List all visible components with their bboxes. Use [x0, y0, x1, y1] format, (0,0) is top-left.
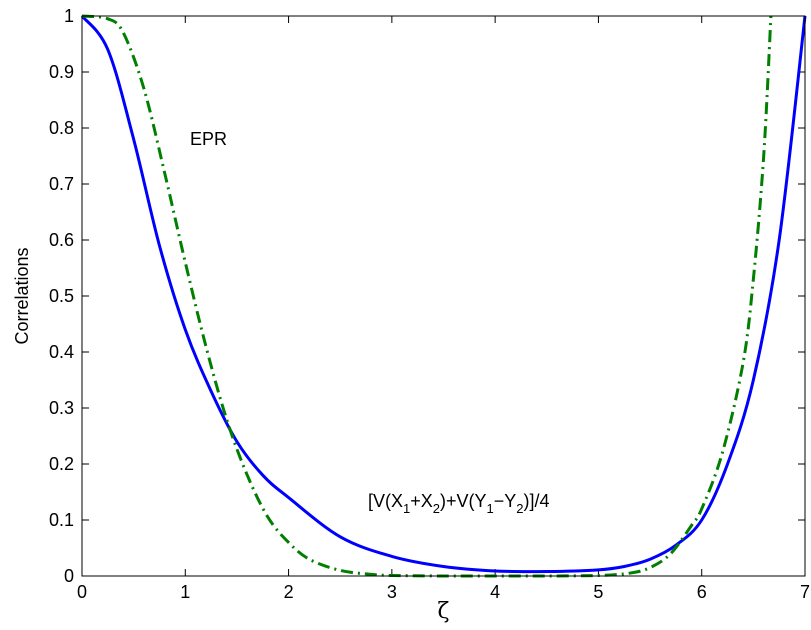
epr-annotation: EPR — [190, 129, 227, 149]
x-tick-label: 5 — [593, 582, 603, 602]
y-tick-label: 0.2 — [49, 454, 74, 474]
variance-sub-2: 2 — [433, 501, 440, 516]
x-tick-label: 3 — [387, 582, 397, 602]
x-tick-label: 1 — [180, 582, 190, 602]
x-tick-label: 0 — [77, 582, 87, 602]
x-tick-label: 2 — [284, 582, 294, 602]
y-tick-label: 0.1 — [49, 510, 74, 530]
y-tick-label: 0.6 — [49, 230, 74, 250]
variance-part-3: )+V(Y — [440, 491, 487, 511]
variance-part-1: [V(X — [368, 491, 403, 511]
variance-sub-3: 1 — [487, 501, 494, 516]
x-tick-labels: 0 1 2 3 4 5 6 7 — [77, 582, 810, 602]
series-line-solid-blue — [80, 15, 807, 574]
y-tick-label: 0.4 — [49, 342, 74, 362]
x-tick-label: 7 — [800, 582, 810, 602]
y-tick-label: 0 — [64, 566, 74, 586]
y-tick-labels: 0 0.1 0.2 0.3 0.4 0.5 0.6 0.7 0.8 0.9 1 — [49, 6, 74, 586]
variance-part-2: +X — [410, 491, 433, 511]
x-tick-label: 4 — [490, 582, 500, 602]
y-tick-label: 0.5 — [49, 286, 74, 306]
x-axis-label: ζ — [438, 599, 450, 624]
y-tick-label: 0.8 — [49, 118, 74, 138]
variance-sub-1: 1 — [403, 501, 410, 516]
x-tick-label: 6 — [697, 582, 707, 602]
variance-part-5: )]/4 — [524, 491, 550, 511]
y-tick-label: 0.3 — [49, 398, 74, 418]
plot-frame — [81, 15, 806, 577]
y-tick-label: 0.9 — [49, 62, 74, 82]
y-axis-label: Correlations — [12, 247, 32, 344]
y-tick-label: 0.7 — [49, 174, 74, 194]
y-tick-label: 1 — [64, 6, 74, 26]
variance-part-4: −Y — [494, 491, 517, 511]
variance-annotation: [V(X1+X2)+V(Y1−Y2)]/4 — [368, 491, 550, 516]
variance-sub-4: 2 — [516, 501, 523, 516]
